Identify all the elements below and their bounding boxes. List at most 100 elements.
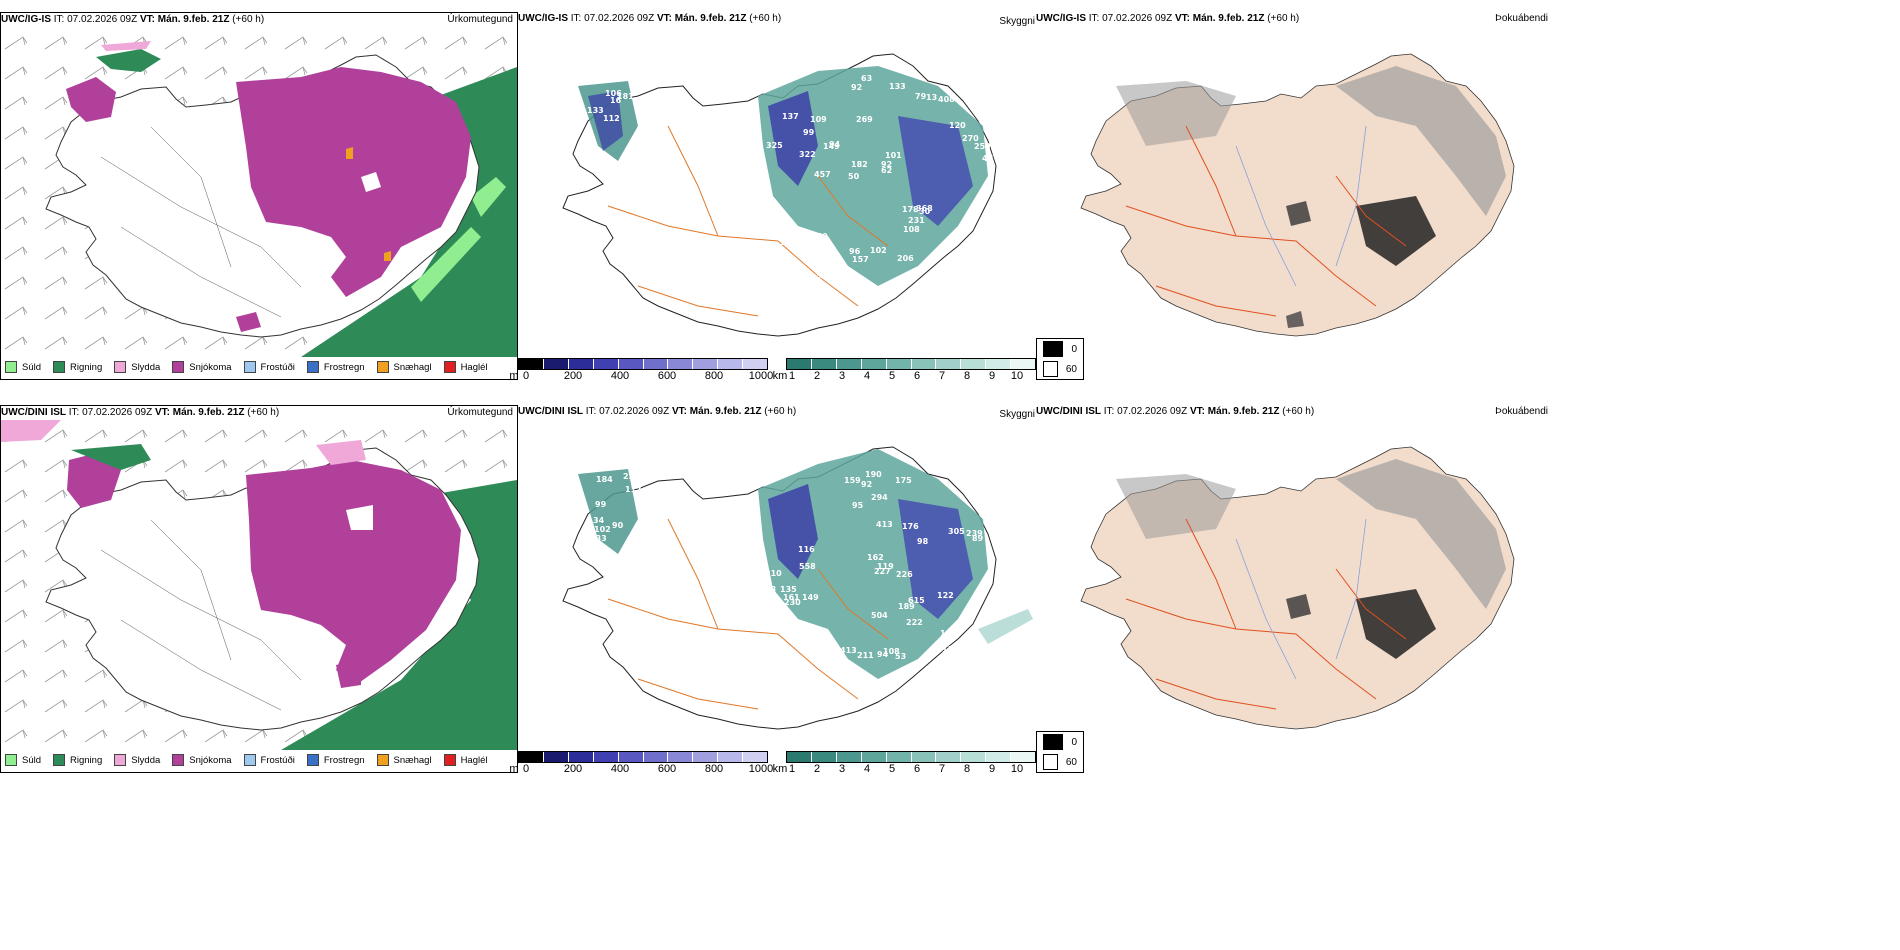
visibility-value-label: 178: [902, 205, 919, 214]
visibility-value-label: 113: [874, 288, 891, 297]
panel-header: UWC/IG-IS IT: 07.02.2026 09Z VT: Mán. 9.…: [1, 13, 517, 27]
visibility-value-label: 53: [895, 652, 906, 661]
vis-bar-segment: [787, 752, 812, 762]
cloud-bar-segment: [568, 359, 594, 369]
visibility-value-label: 119: [877, 562, 894, 571]
fog-dense-area: [1356, 589, 1436, 659]
legend-item: Snæhagl: [376, 361, 432, 373]
visibility-panel-dini: UWC/DINI ISL IT: 07.02.2026 09Z VT: Mán.…: [509, 405, 1036, 775]
legend-item: Snjókoma: [172, 754, 232, 766]
visibility-value-label: 413: [840, 646, 857, 655]
visibility-value-label: 47: [982, 154, 993, 163]
legend-item: Súld: [5, 361, 41, 373]
cloud-tick: 400: [610, 763, 630, 775]
visibility-value-label: 305: [948, 527, 965, 536]
valid-label: VT:: [1189, 406, 1205, 417]
fog-legend-item: 60: [1037, 752, 1083, 772]
visibility-value-label: 96: [849, 247, 861, 256]
vis-tick: 6: [913, 370, 921, 382]
legend-item: Frostúði: [243, 754, 295, 766]
visibility-value-label: 133: [587, 106, 604, 115]
visibility-value-label: 116: [798, 545, 815, 554]
valid-label: VT:: [671, 406, 687, 417]
cloud-bar-segment: [568, 752, 594, 762]
legend-item: Frostregn: [306, 754, 365, 766]
visibility-value-label: 99: [803, 128, 815, 137]
visibility-value-label: 99: [595, 500, 607, 509]
vis-bar-segment: [787, 359, 812, 369]
lead-time: (+60 h): [764, 406, 797, 417]
precip-title: Úrkomutegund: [447, 14, 513, 25]
fog-dense-area: [1356, 196, 1436, 266]
vis-tick: 8: [963, 370, 971, 382]
cloud-bar-segment: [693, 359, 719, 369]
visibility-value-label: 82: [811, 273, 822, 282]
precip-legend: Súld Rigning Slydda Snjókoma Frostúði Fr…: [5, 754, 500, 766]
vis-unit: km: [772, 763, 788, 775]
visibility-value-label: 13: [926, 93, 937, 102]
legend-item: Frostregn: [306, 361, 365, 373]
visibility-value-label: 113: [788, 283, 805, 292]
fog-title: Þokuábendi: [1495, 406, 1548, 417]
fog-panel-ig: UWC/IG-IS IT: 07.02.2026 09Z VT: Mán. 9.…: [1036, 12, 1552, 380]
vis-bar-segment: [886, 752, 912, 762]
vis-bar-segment: [886, 359, 912, 369]
vis-tick: 7: [938, 370, 946, 382]
vis-bar-segment: [811, 359, 837, 369]
fog-title: Þokuábendi: [1495, 13, 1548, 24]
visibility-value-label: 122: [937, 591, 954, 600]
vis-bar-segment: [861, 752, 887, 762]
visibility-value-label: 133: [889, 82, 906, 91]
cloud-bar-segment: [718, 359, 744, 369]
legend-item: Frostúði: [243, 361, 295, 373]
vis-tick: 4: [863, 763, 871, 775]
visibility-value-label: 227: [874, 567, 891, 576]
init-time: IT: 07.02.2026 09Z: [68, 407, 153, 418]
vis-bar-segment: [936, 359, 962, 369]
visibility-value-label: 102: [870, 246, 887, 255]
cloud-bar-segment: [593, 752, 619, 762]
visibility-value-label: 171: [977, 97, 994, 106]
cloud-tick: 200: [563, 763, 583, 775]
valid-label: VT:: [139, 14, 155, 25]
cloud-bar-segment: [693, 752, 719, 762]
model-name: UWC/IG-IS: [1036, 13, 1086, 24]
visibility-value-label: 211: [857, 651, 874, 660]
vis-bar-segment: [936, 752, 962, 762]
cloud-bar-segment: [668, 752, 694, 762]
panel-header: UWC/DINI ISL IT: 07.02.2026 09Z VT: Mán.…: [1036, 405, 1552, 419]
visibility-value-label: 223: [623, 472, 640, 481]
precip-legend: Súld Rigning Slydda Snjókoma Frostúði Fr…: [5, 361, 500, 373]
visibility-value-label: 84: [590, 149, 602, 158]
visibility-value-label: 231: [908, 216, 925, 225]
visibility-value-label: 89: [972, 534, 984, 543]
vis-tick: 2: [813, 370, 821, 382]
init-time: IT: 07.02.2026 09Z: [570, 13, 655, 24]
valid-time: Mán. 9.feb. 21Z: [674, 13, 747, 24]
valid-label: VT:: [154, 407, 170, 418]
visibility-value-label: 94: [829, 140, 841, 149]
visibility-value-label: 164: [940, 629, 957, 638]
visibility-value-label: 75: [633, 85, 645, 94]
vis-tick: 8: [963, 763, 971, 775]
visibility-value-label: 90: [612, 521, 624, 530]
visibility-value-label: 259: [974, 142, 991, 151]
visibility-value-label: 113: [780, 238, 797, 247]
visibility-value-label: 16: [610, 96, 622, 105]
vis-bar-segment: [911, 752, 937, 762]
visibility-value-label: 70: [770, 288, 782, 297]
cloud-tick: 400: [610, 370, 630, 382]
panel-header: UWC/IG-IS IT: 07.02.2026 09Z VT: Mán. 9.…: [1036, 12, 1552, 26]
lead-time: (+60 h): [749, 13, 782, 24]
visibility-value-label: 30: [919, 207, 931, 216]
precip-map: [1, 420, 517, 750]
fog-map: [1080, 53, 1515, 337]
panel-header: UWC/DINI ISL IT: 07.02.2026 09Z VT: Mán.…: [518, 405, 1035, 419]
visibility-value-label: 118: [786, 233, 803, 242]
visibility-value-label: 109: [810, 115, 827, 124]
visibility-value-label: 190: [865, 470, 882, 479]
visibility-value-label: 294: [871, 493, 888, 502]
legend-item: Slydda: [114, 361, 160, 373]
legend-item: Snæhagl: [376, 754, 432, 766]
cloud-tick: 0: [522, 763, 530, 775]
